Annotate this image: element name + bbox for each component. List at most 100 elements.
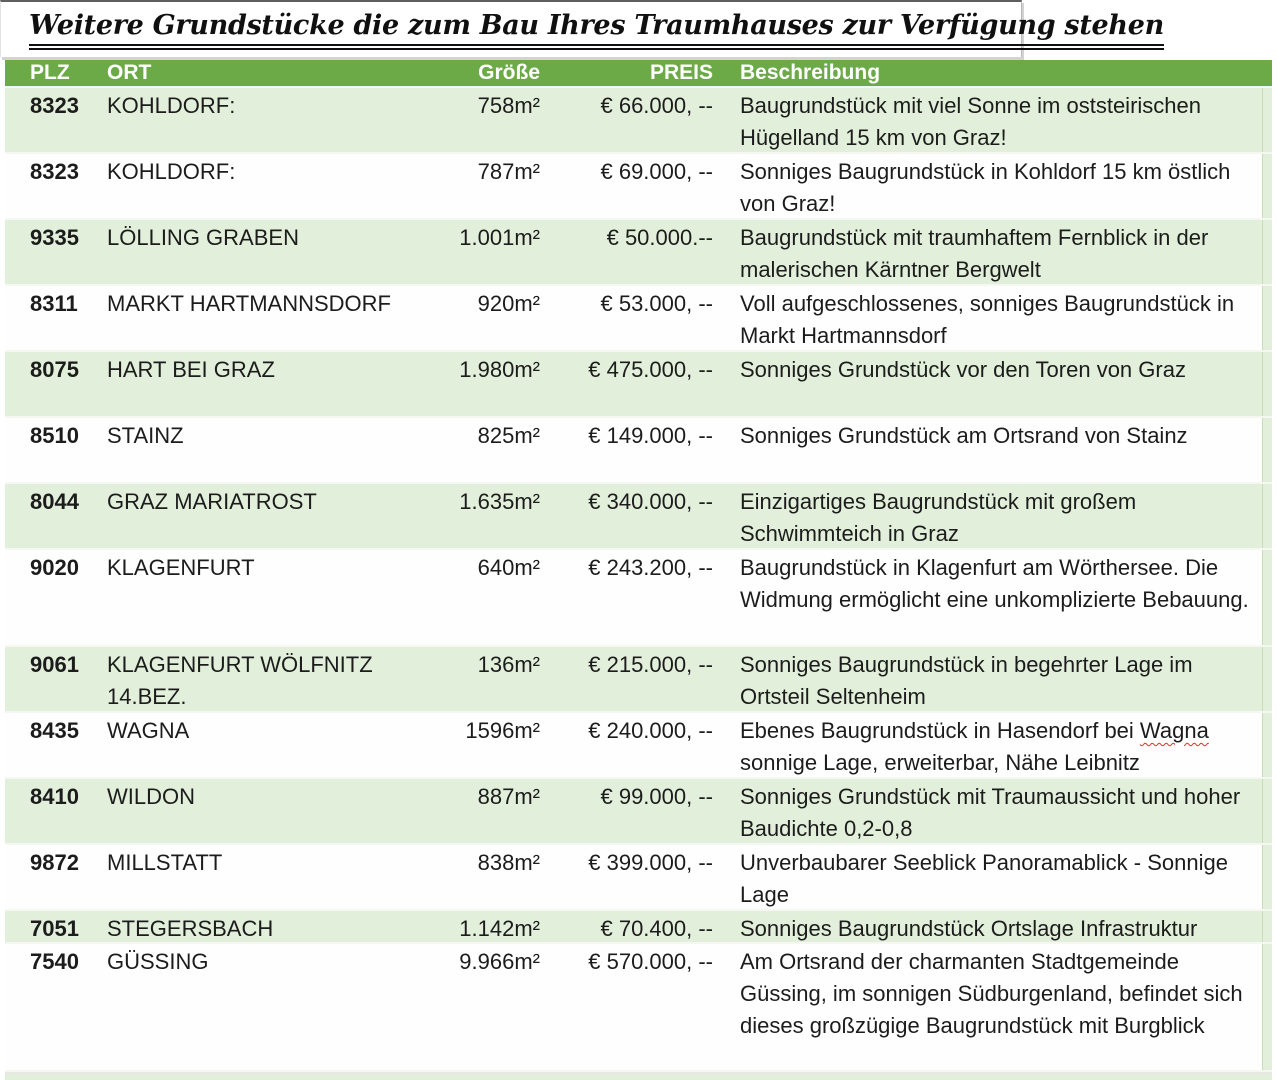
row-edge-strip xyxy=(1262,779,1272,843)
table-cell-groesse: 1.635m² xyxy=(459,489,540,514)
table-row: 8323 KOHLDORF: 787m² € 69.000, -- Sonniges B… xyxy=(5,154,1272,220)
table-cell-preis: € 399.000, -- xyxy=(588,850,713,875)
table-cell-ort: WAGNA xyxy=(107,718,190,743)
table-cell-plz: 7540 xyxy=(30,949,79,974)
table-cell-ort: KOHLDORF: xyxy=(107,93,236,118)
description-text: sonnige Lage, erweiterbar, Nähe Leibnitz xyxy=(740,750,1140,775)
column-header-ort: ORT xyxy=(107,61,152,84)
table-cell-ort: MARKT HARTMANNSDORF xyxy=(107,291,391,316)
table-cell-plz: 8311 xyxy=(30,291,78,316)
table-row: 7051 STEGERSBACH 1.142m² € 70.400, -- Sonnig… xyxy=(5,911,1272,944)
misspelled-word: Wagna xyxy=(1139,718,1209,743)
table-cell-groesse: 838m² xyxy=(477,850,540,875)
table-cell-preis: € 340.000, -- xyxy=(588,489,713,514)
table-cell-groesse: 1.142m² xyxy=(459,916,540,941)
table-cell-preis: € 50.000.-- xyxy=(606,225,713,250)
table-row: 9335 LÖLLING GRABEN 1.001m² € 50.000.-- Baug… xyxy=(5,220,1272,286)
table-cell-beschreibung: Voll aufgeschlossenes, sonniges Baugrund… xyxy=(740,291,1235,348)
table-cell-ort: STEGERSBACH xyxy=(107,916,274,941)
description-text: Ebenes Baugrundstück in Hasendorf bei xyxy=(740,718,1140,743)
page-title: Weitere Grundstücke die zum Bau Ihres Tr… xyxy=(29,10,1164,50)
table-cell-plz: 8323 xyxy=(30,93,79,118)
table-cell-preis: € 475.000, -- xyxy=(588,357,713,382)
table-row: 8075 HART BEI GRAZ 1.980m² € 475.000, -- Son… xyxy=(5,352,1272,418)
table-cell-ort: MILLSTATT xyxy=(107,850,223,875)
table-cell-preis: € 53.000, -- xyxy=(600,291,713,316)
table-row: 9061 KLAGENFURT WÖLFNITZ 14.BEZ. 136m² € 21… xyxy=(5,647,1272,713)
properties-table: PLZ ORT Größe PREIS Beschreibung 8323 KOH… xyxy=(5,60,1272,1080)
row-edge-strip xyxy=(1262,352,1272,416)
table-cell-ort: KLAGENFURT WÖLFNITZ 14.BEZ. xyxy=(107,652,373,709)
table-cell-groesse: 136m² xyxy=(477,652,540,677)
next-row-cutoff-strip xyxy=(5,1072,1272,1080)
table-cell-groesse: 9.966m² xyxy=(459,949,540,974)
table-cell-groesse: 1.001m² xyxy=(459,225,540,250)
column-header-plz: PLZ xyxy=(30,61,70,84)
table-row: 8311 MARKT HARTMANNSDORF 920m² € 53.000, --… xyxy=(5,286,1272,352)
table-cell-beschreibung: Einzigartiges Baugrundstück mit großem S… xyxy=(740,489,1137,546)
row-edge-strip xyxy=(1262,647,1272,711)
table-cell-groesse: 887m² xyxy=(477,784,540,809)
table-cell-ort: LÖLLING GRABEN xyxy=(107,225,299,250)
table-cell-preis: € 149.000, -- xyxy=(588,423,713,448)
column-header-preis: PREIS xyxy=(649,61,713,84)
table-cell-groesse: 1.980m² xyxy=(459,357,540,382)
row-edge-strip xyxy=(1262,713,1272,777)
row-edge-strip xyxy=(1262,220,1272,284)
table-cell-plz: 8435 xyxy=(30,718,79,743)
table-cell-beschreibung: Sonniges Baugrundstück Ortslage Infrastr… xyxy=(740,916,1198,941)
table-cell-plz: 8075 xyxy=(30,357,79,382)
table-cell-beschreibung: Sonniges Baugrundstück in begehrter Lage… xyxy=(740,652,1193,709)
table-cell-beschreibung: Sonniges Grundstück mit Traumaussicht un… xyxy=(740,784,1241,841)
table-cell-groesse: 758m² xyxy=(477,93,540,118)
table-cell-plz: 8410 xyxy=(30,784,79,809)
table-row: 8323 KOHLDORF: 758m² € 66.000, -- Baugrundst… xyxy=(5,88,1272,154)
table-row: 8044 GRAZ MARIATROST 1.635m² € 340.000, -- E… xyxy=(5,484,1272,550)
table-header-row: PLZ ORT Größe PREIS Beschreibung xyxy=(5,60,1272,88)
table-cell-preis: € 570.000, -- xyxy=(588,949,713,974)
column-header-beschreibung: Beschreibung xyxy=(740,61,881,84)
table-cell-groesse: 1596m² xyxy=(465,718,540,743)
row-edge-strip xyxy=(1262,484,1272,548)
row-edge-strip xyxy=(1262,88,1272,152)
table-cell-groesse: 787m² xyxy=(477,159,540,184)
table-cell-preis: € 69.000, -- xyxy=(600,159,713,184)
table-cell-ort: HART BEI GRAZ xyxy=(107,357,275,382)
table-cell-ort: GÜSSING xyxy=(107,949,209,974)
row-edge-strip xyxy=(1262,418,1272,482)
table-cell-ort: KLAGENFURT xyxy=(107,555,255,580)
table-cell-beschreibung: Baugrundstück mit viel Sonne im oststeir… xyxy=(740,93,1201,150)
table-row: 8510 STAINZ 825m² € 149.000, -- Sonniges Gru… xyxy=(5,418,1272,484)
table-cell-plz: 9061 xyxy=(30,652,79,677)
table-cell-ort: GRAZ MARIATROST xyxy=(107,489,317,514)
table-cell-beschreibung: Sonniges Grundstück vor den Toren von Gr… xyxy=(740,357,1186,382)
row-edge-strip xyxy=(1262,845,1272,909)
table-cell-preis: € 215.000, -- xyxy=(588,652,713,677)
table-cell-preis: € 243.200, -- xyxy=(588,555,713,580)
table-cell-plz: 9872 xyxy=(30,850,79,875)
table-cell-beschreibung: Ebenes Baugrundstück in Hasendorf bei Wa… xyxy=(718,713,1262,777)
table-row: 9020 KLAGENFURT 640m² € 243.200, -- Baugrund… xyxy=(5,550,1272,647)
table-row: 9872 MILLSTATT 838m² € 399.000, -- Unverbaub… xyxy=(5,845,1272,911)
table-cell-preis: € 66.000, -- xyxy=(600,93,713,118)
table-row: 7540 GÜSSING 9.966m² € 570.000, -- Am Ortsra… xyxy=(5,944,1272,1072)
table-cell-beschreibung: Unverbaubarer Seeblick Panoramablick - S… xyxy=(740,850,1228,907)
row-edge-strip xyxy=(1262,286,1272,350)
table-cell-beschreibung: Am Ortsrand der charmanten Stadtgemeinde… xyxy=(740,949,1243,1038)
table-cell-plz: 9335 xyxy=(30,225,79,250)
table-cell-plz: 8510 xyxy=(30,423,79,448)
table-cell-beschreibung: Sonniges Baugrundstück in Kohldorf 15 km… xyxy=(740,159,1231,216)
table-cell-beschreibung: Sonniges Grundstück am Ortsrand von Stai… xyxy=(740,423,1188,448)
table-row: 8435 WAGNA 1596m² € 240.000, -- Ebenes Baugr… xyxy=(5,713,1272,779)
row-edge-strip xyxy=(1262,154,1272,218)
row-edge-strip xyxy=(1262,944,1272,1070)
row-edge-strip xyxy=(1262,911,1272,942)
table-cell-beschreibung: Baugrundstück in Klagenfurt am Wörtherse… xyxy=(740,555,1249,612)
table-cell-preis: € 70.400, -- xyxy=(600,916,713,941)
table-cell-plz: 8044 xyxy=(30,489,79,514)
table-cell-groesse: 825m² xyxy=(477,423,540,448)
row-edge-strip xyxy=(1262,550,1272,645)
table-cell-ort: KOHLDORF: xyxy=(107,159,236,184)
table-cell-groesse: 640m² xyxy=(477,555,540,580)
table-cell-preis: € 99.000, -- xyxy=(600,784,713,809)
